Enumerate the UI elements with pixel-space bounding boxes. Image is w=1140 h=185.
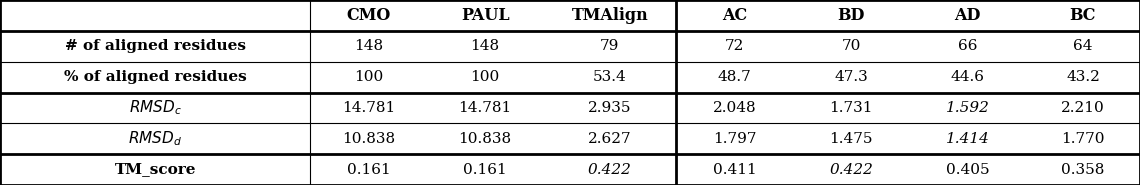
Text: % of aligned residues: % of aligned residues bbox=[64, 70, 246, 84]
Text: 0.422: 0.422 bbox=[588, 163, 632, 177]
Text: 0.161: 0.161 bbox=[347, 163, 391, 177]
Text: 0.422: 0.422 bbox=[829, 163, 873, 177]
Text: 1.592: 1.592 bbox=[946, 101, 990, 115]
Text: BD: BD bbox=[838, 7, 865, 24]
Text: 43.2: 43.2 bbox=[1066, 70, 1100, 84]
Text: BC: BC bbox=[1069, 7, 1097, 24]
Text: 148: 148 bbox=[355, 39, 383, 53]
Text: 1.770: 1.770 bbox=[1061, 132, 1105, 146]
Text: 14.781: 14.781 bbox=[342, 101, 396, 115]
Text: 1.475: 1.475 bbox=[830, 132, 873, 146]
Text: 2.210: 2.210 bbox=[1061, 101, 1105, 115]
Text: 14.781: 14.781 bbox=[458, 101, 512, 115]
Text: 0.161: 0.161 bbox=[463, 163, 507, 177]
Text: 148: 148 bbox=[471, 39, 499, 53]
Text: 2.935: 2.935 bbox=[588, 101, 632, 115]
Text: AC: AC bbox=[722, 7, 748, 24]
Text: 70: 70 bbox=[841, 39, 861, 53]
Text: 1.797: 1.797 bbox=[712, 132, 757, 146]
Text: 48.7: 48.7 bbox=[718, 70, 751, 84]
Text: 1.414: 1.414 bbox=[946, 132, 990, 146]
Text: PAUL: PAUL bbox=[461, 7, 510, 24]
Text: 47.3: 47.3 bbox=[834, 70, 868, 84]
Text: 2.048: 2.048 bbox=[712, 101, 757, 115]
Text: $RMSD_c$: $RMSD_c$ bbox=[129, 99, 181, 117]
Text: 0.358: 0.358 bbox=[1061, 163, 1105, 177]
Text: 10.838: 10.838 bbox=[458, 132, 512, 146]
Text: 44.6: 44.6 bbox=[951, 70, 985, 84]
Text: 0.405: 0.405 bbox=[946, 163, 990, 177]
Text: 64: 64 bbox=[1073, 39, 1093, 53]
Text: CMO: CMO bbox=[347, 7, 391, 24]
Text: 2.627: 2.627 bbox=[588, 132, 632, 146]
Text: 10.838: 10.838 bbox=[342, 132, 396, 146]
Text: TM_score: TM_score bbox=[114, 163, 196, 177]
Text: $RMSD_d$: $RMSD_d$ bbox=[128, 129, 182, 148]
Text: 0.411: 0.411 bbox=[712, 163, 757, 177]
Text: 100: 100 bbox=[355, 70, 383, 84]
Text: 72: 72 bbox=[725, 39, 744, 53]
Text: # of aligned residues: # of aligned residues bbox=[65, 39, 245, 53]
Text: 79: 79 bbox=[601, 39, 619, 53]
Text: 100: 100 bbox=[471, 70, 499, 84]
Text: AD: AD bbox=[954, 7, 980, 24]
Text: TMAlign: TMAlign bbox=[571, 7, 649, 24]
Text: 1.731: 1.731 bbox=[830, 101, 873, 115]
Text: 53.4: 53.4 bbox=[593, 70, 627, 84]
Text: 66: 66 bbox=[958, 39, 977, 53]
